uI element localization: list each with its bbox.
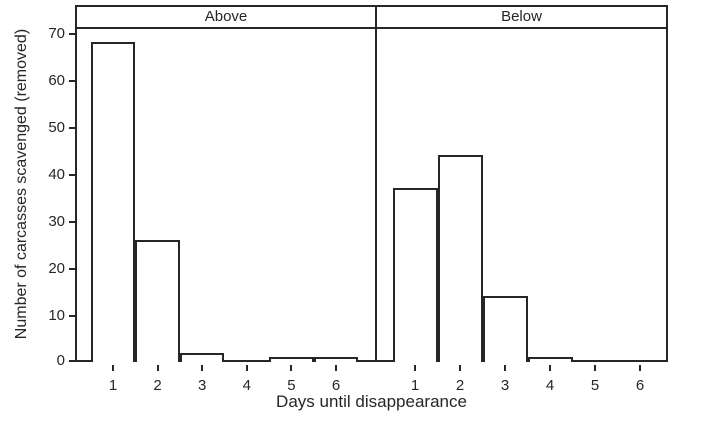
bar-below-day1 — [392, 188, 438, 362]
y-axis-title: Number of carcasses scavenged (removed) — [13, 28, 30, 340]
x-axis-title: Days until disappearance — [276, 392, 467, 411]
x-tick — [245, 365, 248, 371]
x-tick-label: 6 — [331, 377, 341, 394]
x-tick-label: 2 — [455, 377, 465, 394]
y-tick-label: 10 — [48, 307, 65, 324]
panel-title-below: Below — [377, 7, 666, 29]
bar-region-above: 1 2 3 4 5 6 — [77, 29, 375, 394]
bar-below-day3 — [482, 296, 528, 362]
x-tick — [414, 365, 416, 371]
x-tick — [112, 365, 114, 371]
x-tick — [335, 365, 337, 371]
y-tick — [69, 127, 76, 129]
y-tick — [69, 80, 76, 82]
bar-above-day1 — [90, 42, 136, 362]
x-tick — [290, 365, 293, 371]
y-tick — [69, 315, 76, 317]
bar-region-below: 1 2 3 4 5 6 — [377, 29, 666, 394]
x-tick-label: 4 — [242, 377, 251, 394]
x-tick — [201, 365, 204, 371]
bar-below-day2 — [437, 155, 483, 362]
y-tick-label: 30 — [48, 213, 65, 230]
y-tick — [69, 174, 76, 176]
x-tick — [459, 365, 461, 371]
x-tick-label: 1 — [410, 377, 420, 394]
y-tick — [69, 360, 76, 362]
bar-above-day3 — [179, 352, 225, 362]
x-tick-label: 5 — [590, 377, 600, 394]
y-tick-label: 70 — [48, 25, 65, 42]
x-tick-label: 2 — [153, 377, 162, 394]
x-tick-label: 4 — [545, 377, 555, 394]
panel-below: Below 1 2 3 4 5 6 — [377, 7, 666, 394]
panels-container: Above 1 2 3 4 5 6 Below 1 2 3 4 5 6 — [77, 7, 666, 394]
x-tick — [549, 365, 551, 371]
x-tick-label: 3 — [500, 377, 510, 394]
x-tick-label: 6 — [635, 377, 645, 394]
y-tick — [69, 268, 76, 270]
x-tick — [639, 365, 641, 371]
panel-title-above: Above — [77, 7, 375, 29]
y-tick-label: 40 — [48, 166, 65, 183]
bar-above-day6 — [313, 357, 359, 362]
x-tick-label: 5 — [287, 377, 296, 394]
y-tick — [69, 221, 76, 223]
x-tick — [594, 365, 596, 371]
x-tick-label: 1 — [108, 377, 118, 394]
bar-below-day4 — [527, 357, 573, 362]
y-tick — [69, 33, 76, 35]
y-tick-label: 50 — [48, 119, 65, 136]
bar-above-day2 — [135, 239, 180, 362]
bar-above-day5 — [269, 357, 314, 362]
x-tick — [156, 365, 159, 371]
x-tick — [504, 365, 506, 371]
y-tick-label: 60 — [48, 72, 65, 89]
y-tick-label: 0 — [56, 352, 65, 369]
y-tick-label: 20 — [48, 260, 65, 277]
x-tick-label: 3 — [198, 377, 207, 394]
panel-above: Above 1 2 3 4 5 6 — [77, 7, 377, 394]
plot-area: Above 1 2 3 4 5 6 Below 1 2 3 4 5 6 0 10 20 30 40 50 60 70 — [48, 5, 668, 394]
